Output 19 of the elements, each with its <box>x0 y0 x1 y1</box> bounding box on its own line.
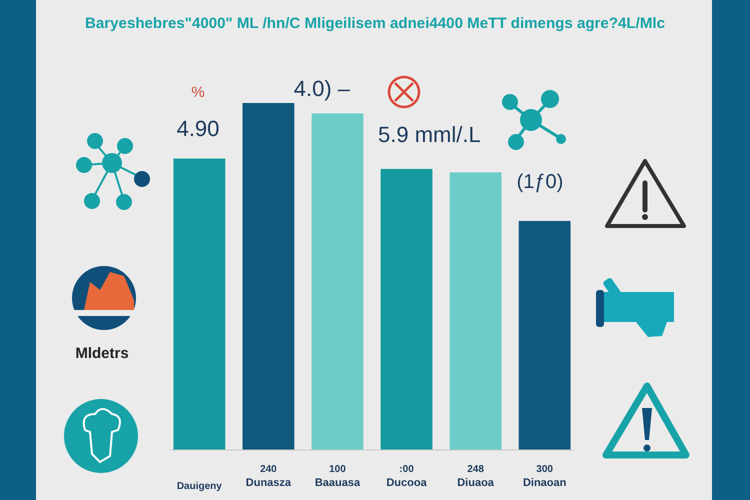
annotation: 4.90 <box>176 116 220 141</box>
x-tick-label: 100 Baauasa <box>314 464 361 489</box>
bar <box>312 113 364 450</box>
text: 4.0) – <box>294 76 351 101</box>
bar <box>242 103 294 450</box>
bar <box>380 168 432 450</box>
annotation: 5.9 mml/.L <box>378 122 481 147</box>
bar <box>518 220 571 450</box>
text: % <box>191 84 205 101</box>
bar <box>450 172 502 450</box>
chart-title: Baryeshebres"4000" ML /hn/C Mligeilisem adnei4400 MeTT dimengs agre?4L/Mlc <box>85 15 665 32</box>
x-tick-label: Dauigeny <box>176 481 222 492</box>
x-tick-label: 240 Dunasza <box>246 464 292 489</box>
x-tick-label: 248 Diuaoa <box>457 464 495 489</box>
annotation: (1ƒ0) <box>516 171 564 193</box>
text: Mldetrs <box>75 345 129 362</box>
bar <box>173 158 226 450</box>
x-tick-label: 300 Dinaoan <box>522 464 567 489</box>
x-tick-label: :00 Ducooa <box>386 464 428 489</box>
